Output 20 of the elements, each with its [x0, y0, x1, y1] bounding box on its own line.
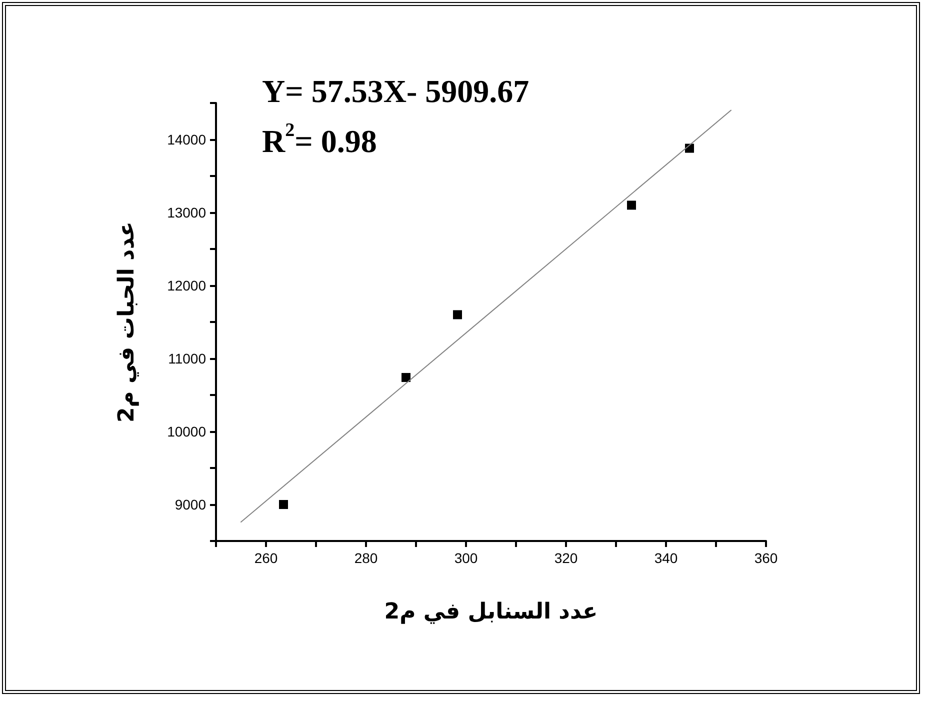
y-tick-label: 11000: [168, 350, 206, 366]
y-tick-label: 13000: [167, 204, 206, 220]
point: [279, 500, 288, 509]
annotation: Y= 57.53X- 5909.67: [262, 73, 530, 109]
x-tick-label: 360: [754, 550, 778, 566]
x-tick-label: 340: [654, 550, 678, 566]
point: [627, 200, 636, 210]
point: [402, 372, 410, 382]
y-tick-label: 10000: [167, 424, 206, 440]
y-axis-title: عدد الحبات في م2: [114, 221, 140, 423]
y-tick-label: 14000: [167, 132, 206, 148]
x-tick-label: 280: [354, 550, 378, 566]
x-tick-label: 300: [454, 550, 478, 566]
y-tick-label: 9000: [174, 496, 206, 512]
point: [453, 310, 462, 320]
x-tick-label: 260: [254, 550, 278, 566]
x-tick-label: 320: [554, 550, 578, 566]
y-tick-label: 12000: [167, 278, 206, 294]
point: [685, 144, 694, 153]
x-axis-title: عدد السنابل في م2: [384, 600, 598, 624]
